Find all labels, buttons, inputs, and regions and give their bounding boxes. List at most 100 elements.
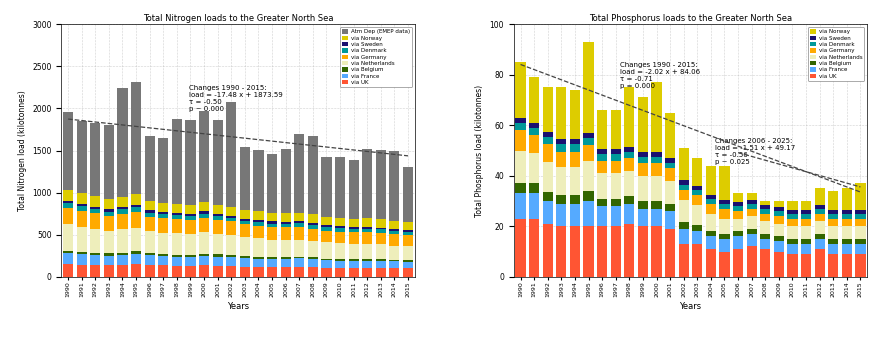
Bar (746, 229, 757, 234)
Bar (625, 224, 634, 277)
Bar (665, 229, 675, 277)
Bar (828, 191, 838, 210)
Bar (321, 258, 331, 260)
Bar (376, 219, 386, 228)
Bar (788, 210, 797, 213)
Bar (307, 267, 318, 277)
Bar (267, 257, 277, 259)
Bar (117, 88, 128, 197)
Bar (253, 226, 264, 238)
Y-axis label: Total Nitrogen load (kilotonnes): Total Nitrogen load (kilotonnes) (18, 90, 26, 211)
Bar (186, 220, 195, 234)
Bar (349, 259, 358, 261)
Bar (376, 150, 386, 219)
Bar (652, 176, 661, 201)
Bar (692, 190, 703, 195)
Bar (213, 220, 223, 234)
Bar (788, 213, 797, 219)
Bar (280, 259, 291, 267)
Bar (706, 231, 716, 236)
Bar (774, 216, 784, 224)
Bar (788, 201, 797, 210)
Bar (103, 125, 114, 199)
Bar (131, 212, 141, 228)
Bar (145, 265, 155, 277)
Bar (583, 138, 594, 145)
Bar (597, 149, 607, 154)
Bar (76, 265, 87, 277)
Bar (172, 219, 182, 233)
Bar (597, 206, 607, 226)
Bar (280, 240, 291, 257)
Bar (529, 219, 540, 277)
Bar (625, 171, 634, 196)
Bar (706, 213, 716, 231)
Bar (692, 244, 703, 277)
Bar (760, 209, 770, 213)
Bar (828, 213, 838, 219)
X-axis label: Years: Years (680, 302, 702, 311)
Bar (145, 253, 155, 255)
Bar (733, 193, 743, 202)
Bar (321, 231, 331, 242)
Bar (556, 195, 567, 203)
Bar (159, 254, 168, 256)
Bar (335, 243, 345, 259)
Bar (267, 267, 277, 277)
Bar (529, 135, 540, 153)
Bar (213, 257, 223, 266)
Bar (760, 201, 770, 205)
Bar (746, 200, 757, 203)
Bar (774, 252, 784, 277)
Bar (213, 216, 223, 220)
Bar (692, 186, 703, 190)
Bar (652, 163, 661, 176)
Bar (692, 158, 703, 186)
Bar (321, 242, 331, 258)
Bar (76, 204, 87, 207)
Bar (570, 167, 580, 195)
Bar (76, 211, 87, 227)
Bar (665, 203, 675, 211)
Bar (583, 42, 594, 133)
Bar (760, 239, 770, 249)
Bar (625, 147, 634, 152)
Bar (63, 112, 74, 190)
Text: Changes 2006 - 2025:
load = -1.51 x + 49.17
τ = -0.56
p ~ 0.025: Changes 2006 - 2025: load = -1.51 x + 49… (715, 138, 795, 165)
Bar (103, 256, 114, 265)
Bar (801, 239, 811, 244)
Bar (774, 242, 784, 252)
Bar (321, 157, 331, 217)
Bar (226, 257, 237, 266)
Bar (253, 222, 264, 226)
Bar (638, 209, 648, 226)
Bar (186, 257, 195, 266)
Bar (376, 233, 386, 244)
Bar (403, 222, 413, 230)
Bar (638, 98, 648, 152)
Bar (692, 195, 703, 205)
Bar (652, 152, 661, 157)
Bar (213, 120, 223, 205)
Bar (597, 154, 607, 161)
Bar (403, 246, 413, 260)
Bar (611, 154, 621, 161)
Bar (389, 151, 399, 221)
Bar (253, 150, 264, 211)
Bar (542, 201, 553, 224)
Bar (159, 256, 168, 265)
Bar (103, 231, 114, 254)
Bar (801, 219, 811, 226)
Bar (529, 77, 540, 123)
Bar (145, 255, 155, 265)
Bar (529, 128, 540, 135)
Bar (349, 261, 358, 268)
Bar (625, 196, 634, 203)
Bar (403, 260, 413, 262)
Bar (349, 268, 358, 277)
Title: Total Phosphorus loads to the Greater North Sea: Total Phosphorus loads to the Greater No… (589, 15, 792, 24)
Bar (117, 253, 128, 255)
Bar (213, 214, 223, 216)
Bar (321, 226, 331, 227)
Bar (855, 183, 865, 210)
